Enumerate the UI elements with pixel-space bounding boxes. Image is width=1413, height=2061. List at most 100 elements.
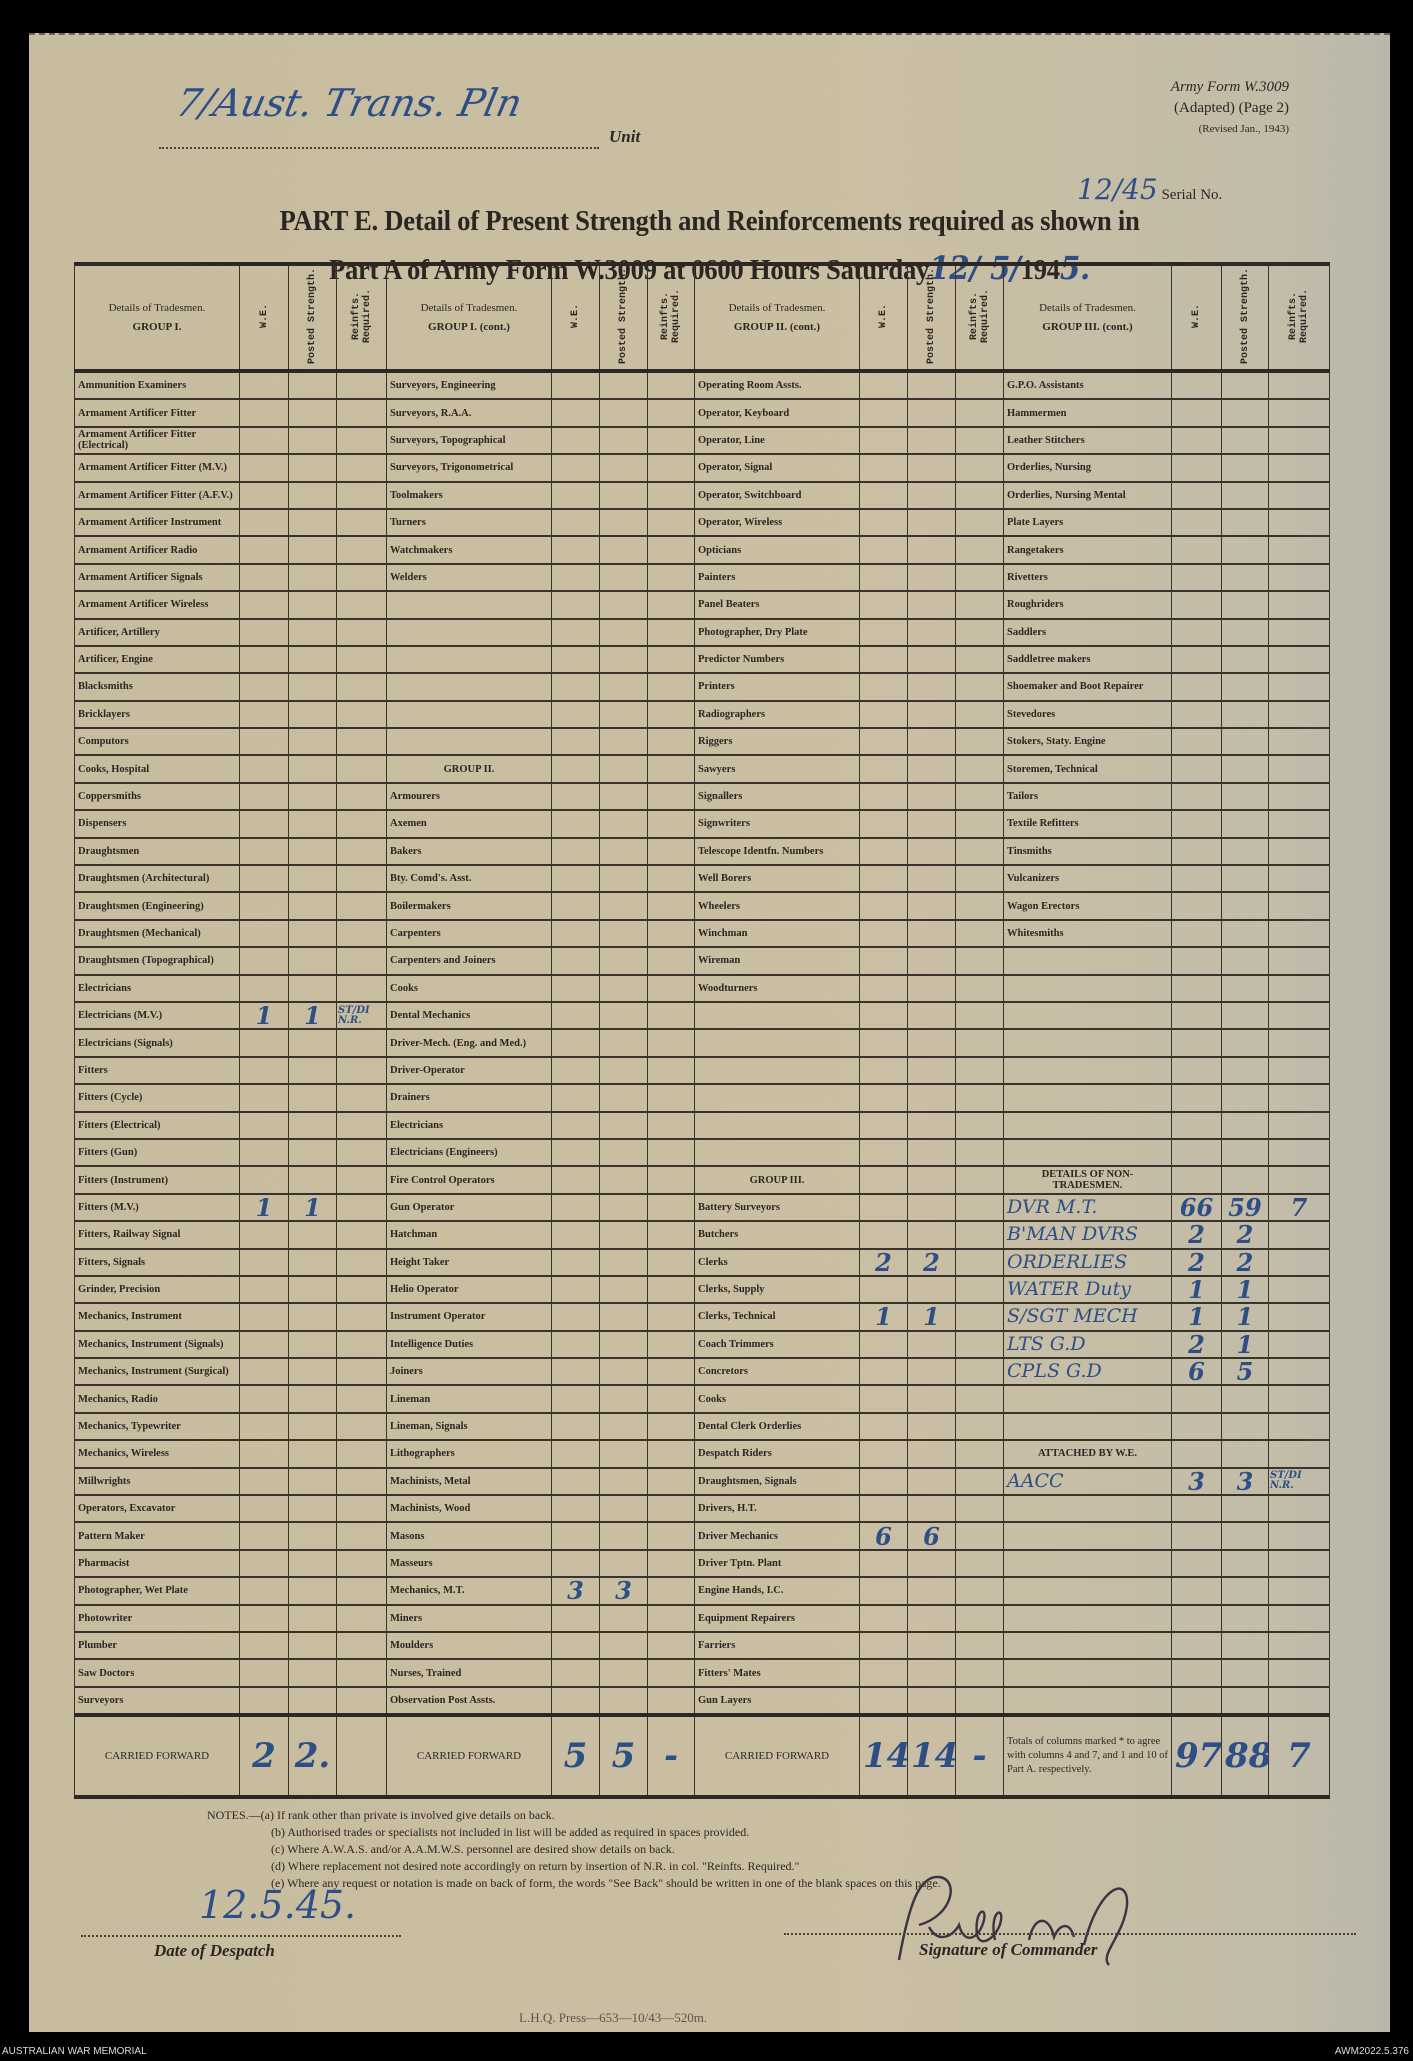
- posted-strength-cell[interactable]: [1221, 644, 1269, 675]
- we-cell[interactable]: [551, 1658, 600, 1688]
- reinforcements-required-cell[interactable]: [647, 1220, 695, 1250]
- we-cell[interactable]: [551, 1466, 600, 1497]
- reinforcements-required-cell[interactable]: [955, 727, 1004, 757]
- posted-strength-cell[interactable]: [288, 1329, 337, 1360]
- reinforcements-required-cell[interactable]: [1268, 672, 1330, 702]
- reinforcements-required-cell[interactable]: [647, 1494, 695, 1524]
- posted-strength-cell[interactable]: [599, 617, 648, 647]
- reinforcements-required-cell[interactable]: [955, 507, 1004, 538]
- reinforcements-required-cell[interactable]: [1268, 1247, 1330, 1277]
- reinforcements-required-cell[interactable]: [1268, 1630, 1330, 1661]
- we-cell[interactable]: [859, 1329, 908, 1360]
- we-cell[interactable]: [1171, 425, 1222, 456]
- posted-strength-cell[interactable]: [288, 617, 337, 647]
- posted-strength-cell[interactable]: [907, 1439, 956, 1469]
- posted-strength-cell[interactable]: [599, 369, 648, 401]
- posted-strength-cell[interactable]: [599, 425, 648, 456]
- posted-strength-cell[interactable]: [1221, 1603, 1269, 1633]
- we-cell[interactable]: [551, 1165, 600, 1195]
- posted-strength-cell[interactable]: [288, 644, 337, 675]
- posted-strength-cell[interactable]: [288, 1220, 337, 1250]
- posted-strength-cell[interactable]: [1221, 672, 1269, 702]
- we-cell[interactable]: [859, 946, 908, 976]
- we-cell[interactable]: [551, 891, 600, 921]
- reinforcements-required-cell[interactable]: [955, 1192, 1004, 1223]
- we-cell[interactable]: 1: [1171, 1274, 1222, 1305]
- reinforcements-required-cell[interactable]: [955, 1329, 1004, 1360]
- we-cell[interactable]: [239, 973, 289, 1003]
- we-cell[interactable]: [551, 535, 600, 565]
- we-cell[interactable]: [859, 836, 908, 867]
- posted-strength-cell[interactable]: [599, 781, 648, 812]
- we-cell[interactable]: [551, 562, 600, 593]
- reinforcements-required-cell[interactable]: [955, 1083, 1004, 1113]
- we-cell[interactable]: [859, 644, 908, 675]
- we-cell[interactable]: [551, 1521, 600, 1551]
- we-cell[interactable]: [551, 973, 600, 1003]
- we-cell[interactable]: [239, 781, 289, 812]
- posted-strength-cell[interactable]: [288, 1494, 337, 1524]
- posted-strength-cell[interactable]: [288, 1055, 337, 1086]
- reinforcements-required-cell[interactable]: [336, 1521, 387, 1551]
- reinforcements-required-cell[interactable]: [955, 1274, 1004, 1305]
- reinforcements-required-cell[interactable]: [647, 1411, 695, 1442]
- reinforcements-required-cell[interactable]: [955, 1357, 1004, 1387]
- we-cell[interactable]: [859, 1548, 908, 1579]
- posted-strength-cell[interactable]: [907, 1110, 956, 1140]
- reinforcements-required-cell[interactable]: [336, 1137, 387, 1168]
- posted-strength-cell[interactable]: [288, 1110, 337, 1140]
- we-cell[interactable]: [859, 1083, 908, 1113]
- reinforcements-required-cell[interactable]: [955, 425, 1004, 456]
- we-cell[interactable]: [859, 1137, 908, 1168]
- posted-strength-cell[interactable]: [907, 1137, 956, 1168]
- posted-strength-cell[interactable]: [1221, 535, 1269, 565]
- posted-strength-cell[interactable]: [599, 1521, 648, 1551]
- reinforcements-required-cell[interactable]: [955, 699, 1004, 730]
- we-cell[interactable]: [551, 480, 600, 510]
- posted-strength-cell[interactable]: [288, 1274, 337, 1305]
- posted-strength-cell[interactable]: [288, 864, 337, 894]
- we-cell[interactable]: [551, 699, 600, 730]
- posted-strength-cell[interactable]: [288, 699, 337, 730]
- we-cell[interactable]: [239, 1055, 289, 1086]
- reinforcements-required-cell[interactable]: [336, 781, 387, 812]
- posted-strength-cell[interactable]: [907, 809, 956, 839]
- reinforcements-required-cell[interactable]: [1268, 1576, 1330, 1606]
- we-cell[interactable]: [551, 1357, 600, 1387]
- posted-strength-cell[interactable]: [288, 918, 337, 949]
- we-cell[interactable]: [551, 1494, 600, 1524]
- reinforcements-required-cell[interactable]: [336, 1192, 387, 1223]
- posted-strength-cell[interactable]: [288, 672, 337, 702]
- reinforcements-required-cell[interactable]: [336, 836, 387, 867]
- we-cell[interactable]: [859, 1220, 908, 1250]
- reinforcements-required-cell[interactable]: [647, 754, 695, 784]
- posted-strength-cell[interactable]: [599, 1329, 648, 1360]
- we-cell[interactable]: [1171, 1055, 1222, 1086]
- reinforcements-required-cell[interactable]: [955, 1494, 1004, 1524]
- posted-strength-cell[interactable]: [907, 918, 956, 949]
- reinforcements-required-cell[interactable]: [647, 590, 695, 620]
- we-cell[interactable]: 1: [859, 1302, 908, 1332]
- reinforcements-required-cell[interactable]: [955, 1055, 1004, 1086]
- we-cell[interactable]: [859, 1274, 908, 1305]
- posted-strength-cell[interactable]: [288, 1357, 337, 1387]
- we-cell[interactable]: [551, 1137, 600, 1168]
- posted-strength-cell[interactable]: [907, 672, 956, 702]
- carried-forward-reinf[interactable]: [336, 1713, 387, 1800]
- reinforcements-required-cell[interactable]: [336, 369, 387, 401]
- posted-strength-cell[interactable]: [1221, 590, 1269, 620]
- reinforcements-required-cell[interactable]: [647, 1000, 695, 1031]
- reinforcements-required-cell[interactable]: [336, 1603, 387, 1633]
- we-cell[interactable]: [551, 425, 600, 456]
- we-cell[interactable]: [1171, 1494, 1222, 1524]
- reinforcements-required-cell[interactable]: [647, 1274, 695, 1305]
- posted-strength-cell[interactable]: [599, 973, 648, 1003]
- reinforcements-required-cell[interactable]: [336, 672, 387, 702]
- reinforcements-required-cell[interactable]: [647, 562, 695, 593]
- we-cell[interactable]: [1171, 1028, 1222, 1058]
- posted-strength-cell[interactable]: [907, 1466, 956, 1497]
- reinforcements-required-cell[interactable]: ST/DI N.R.: [336, 1000, 387, 1031]
- posted-strength-cell[interactable]: [907, 1165, 956, 1195]
- we-cell[interactable]: [1171, 864, 1222, 894]
- posted-strength-cell[interactable]: [907, 1411, 956, 1442]
